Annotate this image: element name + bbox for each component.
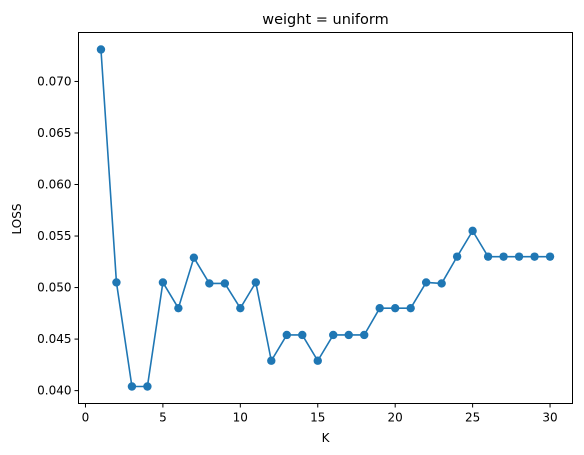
y-tick-label: 0.055	[37, 229, 71, 243]
y-tick-label: 0.060	[37, 178, 71, 192]
x-axis-label: K	[322, 431, 331, 445]
data-point	[452, 252, 462, 261]
data-point	[143, 382, 152, 391]
y-tick-label: 0.040	[37, 384, 71, 398]
plot-area	[96, 45, 555, 391]
data-point	[282, 330, 291, 340]
data-point	[112, 278, 121, 287]
x-axis-ticks: 0 5 10 15 20 25 30	[82, 403, 558, 425]
data-point	[205, 279, 214, 288]
data-point	[220, 279, 230, 288]
data-point	[96, 45, 106, 54]
x-tick-label: 30	[542, 411, 557, 425]
data-point	[406, 303, 415, 313]
data-point	[329, 330, 338, 340]
y-axis-label: LOSS	[10, 204, 24, 235]
data-point	[390, 303, 400, 313]
data-point	[375, 303, 384, 313]
data-point	[189, 253, 199, 262]
series-line	[100, 49, 551, 388]
data-point	[158, 278, 168, 287]
data-point	[545, 252, 555, 261]
data-point	[530, 252, 539, 261]
data-point	[127, 382, 137, 391]
x-tick-label: 15	[310, 411, 325, 425]
data-point	[298, 330, 307, 340]
plot-frame	[78, 32, 573, 404]
y-tick-label: 0.045	[37, 332, 71, 346]
data-point	[267, 356, 276, 365]
data-point	[514, 252, 524, 261]
data-point	[236, 303, 245, 313]
data-point	[437, 279, 446, 288]
data-point	[499, 252, 508, 261]
data-point	[313, 356, 322, 365]
data-point	[360, 330, 369, 340]
x-tick-label: 10	[233, 411, 248, 425]
data-point	[421, 278, 431, 287]
x-tick-label: 25	[465, 411, 480, 425]
data-point	[344, 330, 353, 340]
data-point	[174, 303, 183, 313]
data-point	[468, 226, 477, 236]
x-tick-label: 0	[82, 411, 90, 425]
y-tick-label: 0.065	[37, 126, 71, 140]
x-tick-label: 5	[159, 411, 167, 425]
y-tick-label: 0.070	[37, 74, 71, 88]
x-tick-label: 20	[388, 411, 403, 425]
y-axis-ticks: 0.040 0.045 0.050 0.055 0.060 0.065 0.070	[37, 74, 79, 398]
data-point	[483, 252, 493, 261]
chart-title: weight = uniform	[262, 12, 388, 28]
y-tick-label: 0.050	[37, 281, 71, 295]
data-point	[251, 278, 261, 287]
